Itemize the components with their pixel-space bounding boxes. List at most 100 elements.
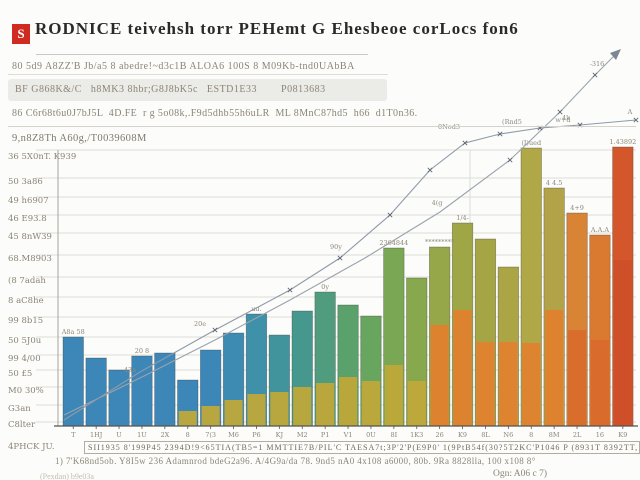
bar-value-label: 2364844 <box>379 239 408 247</box>
bar-value-label: A8a 58 <box>61 328 85 336</box>
bar-overlay <box>361 381 380 426</box>
bar-overlay <box>590 340 609 426</box>
filter-bar[interactable]: BF G868K&/C h8MK3 8hbr;G8J8bK5c ESTD1E33… <box>8 79 387 101</box>
y-axis-label: 68.M8903 <box>8 254 52 264</box>
flattening-trend-label: 0Nod3 <box>438 123 460 131</box>
x-axis-caption-strip: SII1935 8'199P45 2394D!9<65TIA(TB5=1 MMT… <box>84 441 640 454</box>
trend-arrowhead <box>610 49 621 60</box>
bar-overlay <box>568 330 587 426</box>
y-axis-label: 50 £5 <box>8 369 32 379</box>
x-tick-label: 8I <box>390 431 397 439</box>
bar-value-label: (I)ued <box>521 139 541 147</box>
bar-overlay <box>499 342 518 426</box>
bar-value-label: 1/4- <box>456 214 469 222</box>
y-axis-label: 99 4/00 <box>8 354 41 364</box>
bar <box>62 336 84 427</box>
x-tick-label: N6 <box>503 431 513 439</box>
x-tick-label: K9 <box>458 431 467 439</box>
y-axis-label: 99 8b15 <box>8 316 43 326</box>
flattening-trend-marker <box>427 167 433 173</box>
flattening-trend-marker <box>462 140 468 146</box>
bar-overlay <box>178 411 197 426</box>
bar-overlay <box>545 310 564 426</box>
x-tick-label: 1U <box>137 431 147 439</box>
page-title: RODNICE teivehsh torr PEHemt G Ehesbeoe … <box>35 19 519 38</box>
flattening-trend-label: 20e <box>194 320 206 328</box>
x-tick-label: 8M <box>549 431 560 439</box>
bar-overlay <box>316 383 335 426</box>
x-tick-label: K9 <box>618 431 627 439</box>
bar <box>154 352 176 427</box>
x-tick-label: KJ <box>276 431 284 439</box>
footer-left-note: (Pexdan) b9e03a <box>40 472 94 480</box>
steep-trend-label: 43a <box>124 366 136 374</box>
flattening-trend-label: w+d <box>555 116 570 124</box>
bar-overlay <box>270 392 289 426</box>
x-tick-label: P1 <box>321 431 330 439</box>
title-underline <box>36 54 368 55</box>
flattening-trend-line <box>63 119 637 421</box>
flattening-trend-marker <box>497 131 503 137</box>
bar-overlay <box>476 342 495 426</box>
brand-logo: S <box>12 24 30 44</box>
chart-heading: 9,n8Z8Th A60g,/T0039608M <box>12 133 147 144</box>
y-axis-label: 50 3a86 <box>8 177 43 187</box>
bar-overlay <box>430 325 449 426</box>
y-axis-label: 49 h6907 <box>8 196 49 206</box>
bar-value-label: 4+9 <box>570 204 584 212</box>
bar <box>85 357 107 427</box>
x-tick-label: 7(3 <box>205 431 216 439</box>
bar-overlay <box>293 387 312 426</box>
y-axis-label: 36 5X0nT. K939 <box>8 152 76 162</box>
steep-trend-label: 4k <box>562 114 570 122</box>
bar-overlay <box>201 406 220 426</box>
x-tick-label: 0U <box>366 431 376 439</box>
x-tick-label: M6 <box>228 431 239 439</box>
subtitle-text: 80 5d9 A8ZZ'B Jb/a5 8 abedre!~d3c1B ALOA… <box>12 61 355 72</box>
bar-overlay <box>453 310 472 426</box>
source-note: Ogn: A06 c 7) <box>492 469 548 479</box>
x-tick-label: 2X <box>160 431 169 439</box>
bar-value-label: uu. <box>251 305 261 313</box>
x-tick-label: 8L <box>481 431 490 439</box>
bar-overlay <box>407 381 426 426</box>
y-axis-label: M0 30% <box>8 386 44 396</box>
y-axis-label: 46 E93.8 <box>8 214 47 224</box>
y-axis-label: (8 7adah <box>8 275 46 286</box>
bar-overlay <box>522 343 541 426</box>
flattening-trend-label: (Rnd5 <box>502 118 522 126</box>
flattening-trend-marker <box>287 287 293 293</box>
bar-overlay <box>224 400 243 426</box>
x-tick-label: 1HJ <box>90 431 103 439</box>
x-tick-label: 16 <box>596 431 604 439</box>
y-axis-label: C8lter <box>8 420 36 430</box>
steep-trend-label: -316 <box>590 60 605 68</box>
x-tick-label: 2L <box>573 431 582 439</box>
steep-trend-label: 4(g <box>432 199 443 207</box>
bar-overlay <box>384 365 403 426</box>
flattening-trend-marker <box>337 255 343 261</box>
x-tick-label: 26 <box>436 431 444 439</box>
y-axis-label: G3an <box>8 404 31 414</box>
bar <box>108 369 130 427</box>
bar-value-label: A.A.A <box>590 226 610 234</box>
bar-overlay <box>339 377 358 426</box>
bar-value-label: 4 4.5 <box>546 179 563 187</box>
flattening-trend-label: A <box>627 108 633 116</box>
header-divider <box>8 74 388 75</box>
bar-overlay <box>247 394 266 426</box>
flattening-trend-marker <box>633 117 639 123</box>
x-tick-label: T <box>71 431 76 439</box>
y-axis-label: 45 8nW39 <box>8 232 52 242</box>
chart-caption: 1) 7'K68nd5ob. Y8I5w 236 Adamnrod bdeG2a… <box>55 456 536 466</box>
y-axis-label: 50 5J0u <box>8 336 42 346</box>
x-tick-label: 8 <box>186 431 190 439</box>
steep-trend-marker <box>557 109 563 115</box>
bar-value-label: ********* <box>425 238 455 246</box>
steep-trend-marker <box>507 157 513 163</box>
bar-value-label: 0y <box>321 283 329 291</box>
y-axis-label: 4PHCK JU. <box>8 442 55 452</box>
x-tick-label: 8 <box>529 431 533 439</box>
